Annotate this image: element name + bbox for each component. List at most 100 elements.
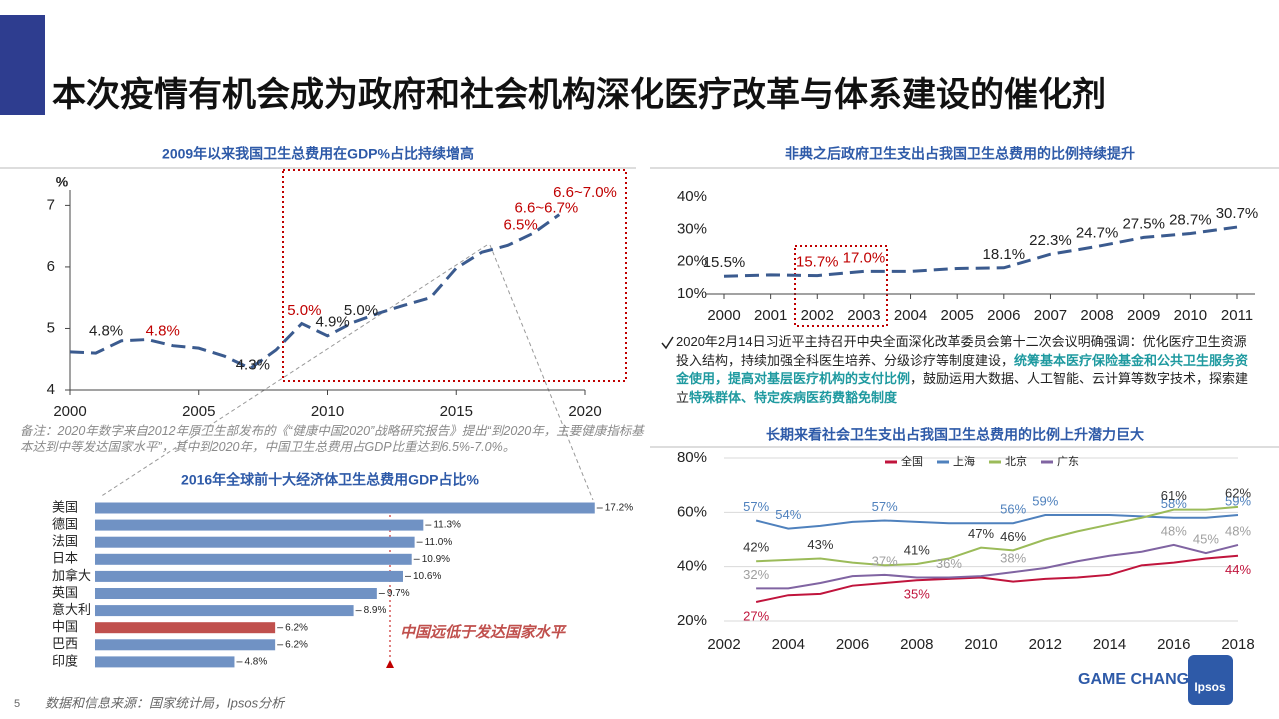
annotation: 6.6~7.0%: [553, 184, 617, 201]
x-tick-label: 2016: [1157, 636, 1190, 653]
annotation: 6.5%: [504, 217, 538, 234]
data-label: 17.2%: [605, 503, 633, 514]
y-tick-label: 5: [47, 319, 55, 336]
data-label: 22.3%: [1029, 232, 1072, 249]
y-axis-label: %: [56, 174, 69, 190]
x-tick-label: 2010: [311, 403, 344, 420]
x-tick-label: 2011: [1221, 307, 1253, 324]
y-tick-label: 30%: [677, 220, 707, 237]
line-series: [756, 505, 1239, 567]
line-series: [69, 213, 561, 371]
data-label: 44%: [1225, 562, 1251, 577]
category-label: 印度: [52, 653, 78, 668]
annotation: 4.8%: [146, 323, 180, 340]
data-label: 30.7%: [1216, 205, 1259, 222]
category-label: 日本: [52, 551, 78, 566]
category-label: 巴西: [52, 636, 78, 651]
connector: [489, 244, 594, 501]
data-label: 43%: [807, 537, 833, 552]
line-series: [755, 514, 1239, 530]
data-label: 15.5%: [703, 254, 746, 271]
annotation: 5.0%: [287, 302, 321, 319]
data-label: 61%: [1161, 488, 1187, 503]
bullet-emphasis: 特殊群体、特定疾病医药费豁免制度: [689, 389, 898, 405]
bar: [95, 536, 415, 548]
legend-label: 北京: [1005, 454, 1027, 468]
data-label: 18.1%: [983, 246, 1026, 263]
annotation: 5.0%: [344, 302, 378, 319]
x-tick-label: 2007: [1034, 307, 1067, 324]
data-label: 54%: [775, 507, 801, 522]
data-label: 35%: [904, 587, 930, 602]
annotation: 中国远低于发达国家水平: [400, 623, 567, 641]
x-tick-label: 2004: [772, 636, 805, 653]
y-tick-label: 40%: [677, 188, 707, 205]
y-tick-label: 20%: [677, 253, 707, 270]
chart-title: 2009年以来我国卫生总费用在GDP%占比持续增高: [162, 146, 474, 162]
highlight-box: [794, 245, 888, 327]
data-label: 57%: [872, 499, 898, 514]
category-label: 美国: [52, 499, 78, 514]
data-label: 6.2%: [285, 639, 308, 650]
data-label: 62%: [1225, 485, 1251, 500]
source: 数据和信息来源：国家统计局，Ipsos分析: [45, 695, 286, 710]
data-label: 47%: [968, 526, 994, 541]
brand: GAME CHANGERS: [1078, 671, 1222, 688]
x-tick-label: 2008: [900, 636, 933, 653]
x-tick-label: 2020: [568, 403, 601, 420]
x-tick-label: 2014: [1093, 636, 1126, 653]
category-label: 德国: [52, 517, 78, 532]
data-label: 6.2%: [285, 622, 308, 633]
data-label: 58%: [1161, 496, 1187, 511]
bar: [95, 502, 595, 514]
x-tick-label: 2008: [1080, 307, 1113, 324]
x-tick-label: 2010: [964, 636, 997, 653]
y-tick-label: 7: [47, 196, 55, 213]
data-label: 8.9%: [364, 605, 387, 616]
y-tick-label: 40%: [677, 558, 707, 575]
slide-title: 本次疫情有机会成为政府和社会机构深化医疗改革与体系建设的催化剂: [52, 75, 1106, 114]
chart-title: 非典之后政府卫生支出占我国卫生总费用的比例持续提升: [785, 146, 1135, 162]
x-tick-label: 2000: [53, 403, 86, 420]
x-tick-label: 2009: [1127, 307, 1160, 324]
highlight-box: [282, 169, 627, 382]
logo: Ipsos: [1194, 680, 1226, 694]
data-label: 57%: [743, 499, 769, 514]
y-tick-label: 80%: [677, 449, 707, 466]
y-tick-label: 10%: [677, 285, 707, 302]
data-label: 38%: [1000, 551, 1026, 566]
y-tick-label: 60%: [677, 503, 707, 520]
logo-box: [1188, 655, 1233, 705]
data-label: 59%: [1225, 493, 1251, 508]
data-label: 10.9%: [422, 554, 450, 565]
legend-label: 全国: [901, 454, 923, 468]
chart-title: 2016年全球前十大经济体卫生总费用GDP占比%: [181, 472, 479, 488]
data-label: 27%: [743, 608, 769, 623]
category-label: 英国: [52, 585, 78, 600]
data-label: 11.0%: [425, 537, 453, 548]
marker-arrow: [386, 660, 394, 668]
bar: [95, 605, 354, 617]
x-tick-label: 2003: [847, 307, 880, 324]
line-series: [755, 554, 1239, 603]
bar: [95, 570, 403, 582]
x-tick-label: 2006: [836, 636, 869, 653]
annotation: 4.8%: [89, 323, 123, 340]
legend-label: 广东: [1057, 455, 1079, 468]
data-label: 42%: [743, 540, 769, 555]
data-label: 48%: [1161, 523, 1187, 538]
x-tick-label: 2015: [440, 403, 473, 420]
bar: [95, 639, 276, 651]
x-tick-label: 2010: [1174, 307, 1207, 324]
chart-title: 长期来看社会卫生支出占我国卫生总费用的比例上升潜力巨大: [766, 427, 1144, 443]
line-series: [723, 225, 1238, 278]
data-label: 24.7%: [1076, 224, 1119, 241]
page-number: 5: [14, 698, 20, 710]
category-label: 意大利: [52, 602, 91, 617]
data-label: 45%: [1193, 532, 1219, 547]
data-label: 36%: [936, 556, 962, 571]
data-label: 27.5%: [1122, 215, 1165, 232]
data-label: 11.3%: [433, 520, 461, 531]
x-tick-label: 2001: [754, 307, 787, 324]
